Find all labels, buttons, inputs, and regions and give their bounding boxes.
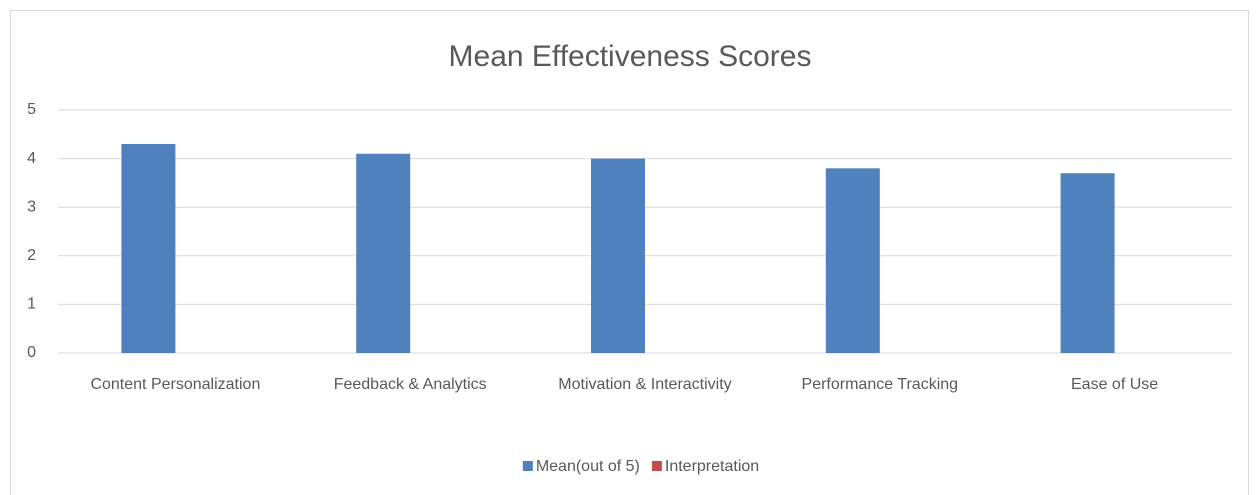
- y-tick-label: 2: [27, 247, 36, 264]
- legend-label: Mean(out of 5): [536, 458, 640, 475]
- x-tick-label-box: Performance Tracking: [801, 376, 959, 393]
- bar: [121, 144, 176, 353]
- x-tick-label-box: Feedback & Analytics: [333, 376, 487, 393]
- legend-swatch: [651, 461, 662, 471]
- x-tick-label: Feedback & Analytics: [333, 376, 487, 393]
- bar: [825, 168, 880, 353]
- y-tick-label: 4: [27, 150, 36, 167]
- legend: Mean(out of 5) Interpretation: [522, 458, 759, 475]
- x-tick-label-box: Ease of Use: [1071, 376, 1159, 393]
- x-tick-label: Ease of Use: [1071, 376, 1159, 393]
- y-tick-label: 0: [27, 344, 36, 361]
- legend-swatch: [522, 461, 533, 471]
- y-tick-label: 5: [27, 101, 36, 118]
- x-tick-label-box: Motivation & Interactivity: [558, 376, 732, 393]
- y-tick-label: 1: [27, 296, 36, 313]
- bar: [356, 153, 411, 353]
- x-tick-label-box: Content Personalization: [90, 376, 261, 393]
- legend-label: Interpretation: [665, 458, 759, 475]
- x-tick-label: Content Personalization: [90, 376, 261, 393]
- y-tick-label: 3: [27, 198, 36, 215]
- bar: [591, 158, 645, 353]
- chart-title: Mean Effectiveness Scores: [449, 40, 812, 73]
- bar: [1060, 173, 1115, 353]
- x-tick-label: Performance Tracking: [801, 376, 959, 393]
- x-tick-label: Motivation & Interactivity: [558, 376, 732, 393]
